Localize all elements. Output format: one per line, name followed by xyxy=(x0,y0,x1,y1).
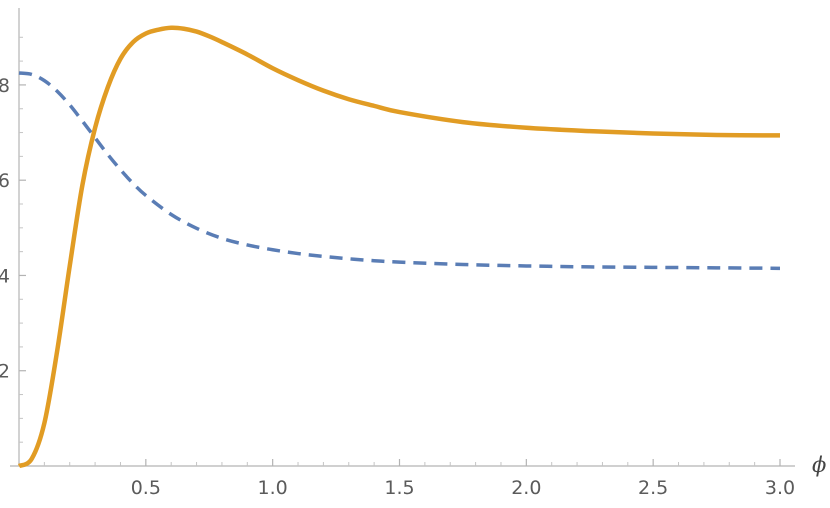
x-tick-label: 2.0 xyxy=(511,477,541,499)
series-dashed-blue-line xyxy=(18,71,781,271)
axes: 0.5 1.0 1.5 2.0 2.5 3.0 2 4 6 8 xyxy=(0,8,795,499)
y-tick-label: 8 xyxy=(0,75,10,97)
y-tick-label: 6 xyxy=(0,170,10,192)
y-tick-label: 2 xyxy=(0,361,10,383)
y-tick-label: 4 xyxy=(0,265,10,287)
series-layer xyxy=(17,25,781,469)
x-axis-label: ϕ xyxy=(812,453,826,477)
x-tick-label: 1.0 xyxy=(258,477,288,499)
x-tick-label: 2.5 xyxy=(638,477,668,499)
series-solid-orange-line xyxy=(17,25,781,469)
x-tick-label: 3.0 xyxy=(765,477,795,499)
x-tick-label: 0.5 xyxy=(131,477,161,499)
x-tick-label: 1.5 xyxy=(384,477,414,499)
